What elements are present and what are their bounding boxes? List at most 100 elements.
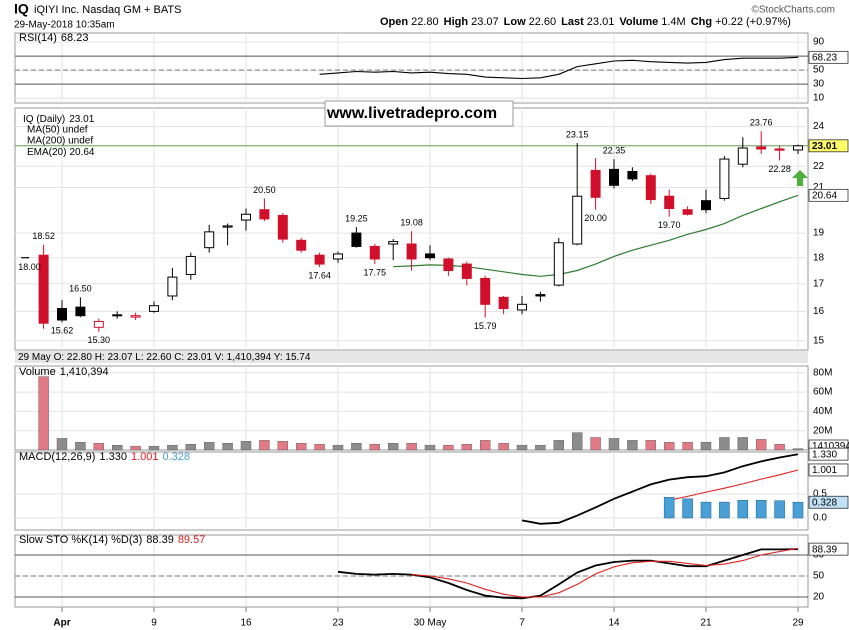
volume-bar (111, 444, 123, 451)
price-annotation: 15.62 (51, 326, 74, 336)
candle-body (351, 232, 362, 247)
price-annotation: 19.70 (658, 220, 681, 230)
candle-body (664, 195, 675, 210)
legend-title: Slow STO %K(14) %D(3) (19, 534, 142, 546)
volume-bar (461, 444, 472, 451)
candle-body (130, 315, 141, 318)
y-tick-label: 20M (813, 425, 832, 436)
value-box-label: 1.330 (812, 449, 837, 460)
volume-bar (590, 437, 601, 451)
price-annotation: 17.64 (308, 270, 331, 280)
info-bar-bg (15, 351, 808, 363)
volume-bar (756, 439, 767, 451)
value-box-label: 68.23 (812, 52, 837, 63)
candle-body (388, 241, 399, 245)
candle-body (425, 253, 435, 259)
candle-body (93, 320, 104, 328)
volume-bar (185, 444, 197, 451)
legend-title: IQ (Daily) (23, 114, 65, 125)
volume-bar (516, 444, 528, 451)
value-box (808, 463, 849, 477)
legend: Volume 1,410,394 (19, 366, 109, 378)
candle-body (517, 303, 527, 311)
candle-body (572, 195, 583, 245)
candle-body (645, 175, 656, 201)
copyright: ©StockCharts.com (751, 5, 835, 16)
quote-value: 23.01 (587, 16, 615, 28)
value-box (808, 542, 849, 556)
y-tick-label: 15 (813, 335, 825, 346)
legend-indicator: MA(200) undef (27, 136, 93, 147)
arrow (792, 170, 808, 186)
series-line (411, 547, 799, 598)
quote-value: +0.22 (+0.97%) (715, 16, 791, 28)
volume-bar (93, 443, 105, 451)
price-annotation: 15.79 (474, 321, 497, 331)
volume-bar (682, 442, 693, 451)
series-line (521, 453, 799, 525)
legend: MACD(12,26,9) 1.330 1.001 0.328 (19, 451, 190, 463)
legend-value: 1.001 (131, 451, 159, 463)
candle-body (167, 276, 178, 297)
x-tick-label: 29 (792, 618, 804, 629)
value-box (808, 447, 849, 461)
candle-body (793, 145, 803, 151)
quote-label: Low (504, 16, 526, 28)
volume-bar (774, 444, 785, 451)
y-tick-label: 21 (813, 182, 825, 193)
legend-indicator: MA(50) undef (27, 125, 88, 136)
y-tick-label: 24 (813, 121, 825, 132)
volume-bar (167, 444, 178, 451)
y-tick-label: 17 (813, 278, 825, 289)
volume-bar (296, 443, 307, 451)
volume-bar (130, 445, 141, 451)
volume-bar (38, 376, 49, 451)
price-annotation: 16.50 (69, 284, 92, 294)
panel-frame (14, 107, 809, 351)
volume-bar (222, 443, 233, 451)
histogram-bar (792, 501, 804, 519)
y-tick-label: 0.5 (813, 489, 827, 500)
candle-body (369, 245, 380, 260)
x-tick-label: Apr (53, 618, 70, 629)
quote-label: Chg (691, 16, 712, 28)
y-tick-label: 30 (813, 79, 825, 90)
value-box-label: 88.39 (812, 544, 837, 555)
candle-body (204, 231, 215, 249)
legend-title: Volume (19, 366, 56, 378)
y-tick-label: 80M (813, 367, 832, 378)
value-box-label: 23.01 (812, 141, 837, 152)
volume-bar (627, 440, 638, 451)
legend-value: 1,410,394 (60, 366, 109, 378)
volume-bar (259, 440, 270, 451)
volume-bar (332, 444, 344, 451)
x-tick-label: 9 (151, 618, 157, 629)
candle-body (553, 242, 564, 286)
quote-label: High (444, 16, 469, 28)
legend-value: 88.39 (146, 534, 174, 546)
volume-bar (369, 444, 380, 451)
candle-body (756, 146, 767, 150)
candle-body (57, 308, 67, 321)
y-tick-label: 18 (813, 252, 825, 263)
series-line (319, 56, 799, 80)
value-box (808, 188, 849, 202)
price-annotation: 17.75 (364, 267, 387, 277)
y-tick-label: 19 (813, 228, 825, 239)
volume-bar (148, 445, 160, 451)
value-box-label: 1.001 (812, 465, 837, 476)
price-annotation: 15.30 (88, 335, 111, 345)
legend-title: MACD(12,26,9) (19, 451, 95, 463)
volume-bar (498, 443, 509, 451)
y-tick-label: 10 (813, 93, 825, 104)
volume-bar (700, 442, 712, 451)
volume-bar (737, 437, 748, 451)
quote-value: 23.07 (471, 16, 499, 28)
y-tick-label: 40M (813, 406, 832, 417)
x-tick-label: 23 (332, 618, 344, 629)
volume-bar (406, 443, 417, 451)
value-box-label: 0.328 (812, 497, 837, 508)
legend-name: RSI(14) (19, 32, 57, 44)
quote-label: Open (380, 16, 408, 28)
